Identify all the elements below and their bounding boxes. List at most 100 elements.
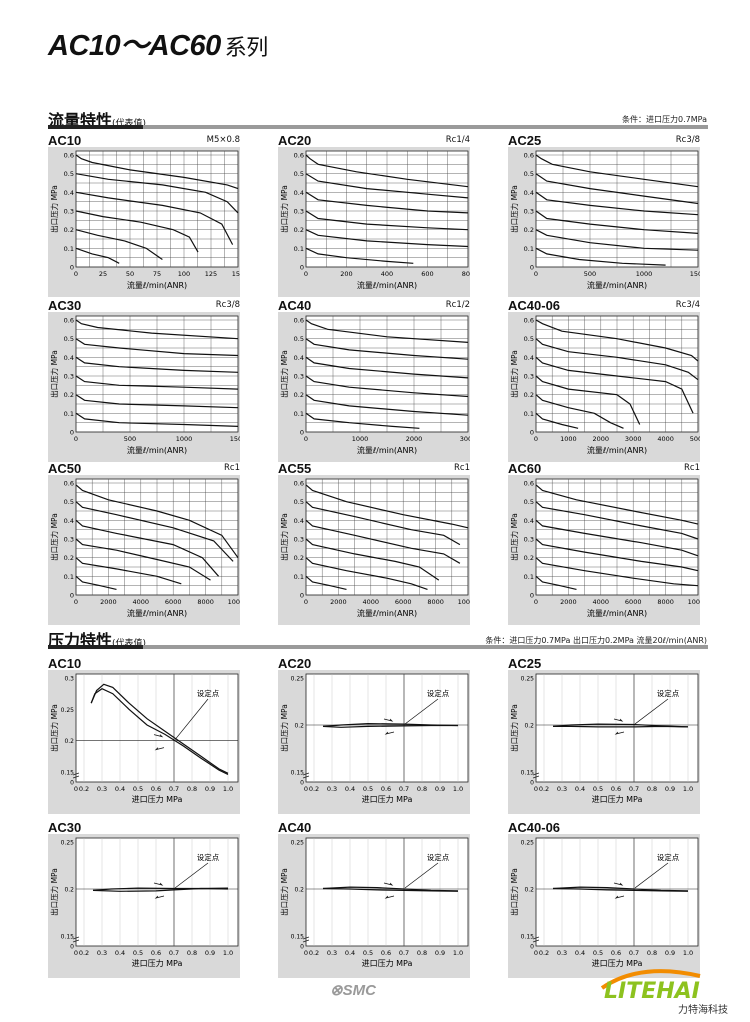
set-point-label: 设定点 (197, 688, 220, 698)
direction-arrows (153, 882, 165, 899)
x-tick-label: 4000 (363, 598, 380, 606)
y-axis-label: 出口压力 MPa (279, 513, 289, 561)
series-line (535, 538, 699, 572)
x-axis-label: 流量ℓ/min(ANR) (587, 608, 647, 618)
set-point-leader (404, 862, 439, 889)
direction-arrows (383, 882, 395, 899)
x-tick-label: 800 (462, 270, 470, 278)
series-line (535, 338, 699, 381)
x-tick-label: 1.0 (223, 785, 233, 793)
x-tick-label: 0 (534, 270, 538, 278)
pressure-chart-ac20: AC20 出口压力 MPa 0 0.15 0.2 0.25 0 0.2 0.3 0.4 0.5 0.6… (278, 656, 470, 814)
series-line (535, 356, 694, 414)
series-line (75, 319, 239, 340)
x-tick-label: 10000 (688, 598, 700, 606)
x-tick-label: 0.2 (539, 949, 549, 957)
axis-break-mark (532, 772, 540, 779)
litehai-logo-graphic: LITEHAI 力特海科技 (600, 969, 728, 1016)
x-tick-label: 1000 (352, 435, 369, 443)
x-tick-label: 2000 (406, 435, 423, 443)
y-tick-label: 0.2 (64, 226, 74, 234)
x-tick-label: 1.0 (683, 949, 693, 957)
x-tick-label: 0 (74, 598, 78, 606)
series-line (535, 412, 579, 429)
x-tick-label: 0.8 (187, 785, 197, 793)
x-tick-label: 0 (74, 785, 78, 793)
chart-model-name: AC50 (48, 461, 82, 476)
y-tick-label: 0.2 (524, 226, 534, 234)
y-tick-label: 0.1 (64, 410, 74, 418)
y-tick-label: 0 (300, 944, 304, 951)
y-tick-label: 0.4 (294, 189, 304, 197)
series-line (535, 173, 699, 205)
page-title: AC10～AC60 系列 (48, 30, 269, 62)
x-tick-label: 75 (153, 270, 161, 278)
x-tick-label: 1500 (230, 435, 240, 443)
y-tick-label: 0.3 (524, 536, 534, 544)
direction-arrows (613, 718, 625, 735)
x-tick-label: 0.5 (593, 785, 603, 793)
chart-port-size: M5×0.8 (206, 135, 240, 145)
chart-plot-area: 出口压力 MPa 0 0.1 0.2 0.3 0.4 0.5 0.6 0 200 400 600 800… (278, 147, 470, 297)
x-tick-label: 600 (421, 270, 433, 278)
series-line (305, 210, 469, 231)
plot-frame (75, 837, 239, 947)
x-tick-label: 0.4 (345, 785, 355, 793)
x-tick-label: 0.4 (575, 949, 585, 957)
page-title-suffix: 系列 (224, 36, 269, 61)
chart-model-name: AC25 (508, 656, 542, 671)
chart-port-size: Rc1 (224, 463, 240, 473)
x-tick-label: 0 (74, 435, 78, 443)
y-tick-label: 0.2 (524, 554, 534, 562)
series-line (305, 538, 440, 581)
x-axis-label: 进口压力 MPa (132, 958, 183, 968)
y-tick-label: 0.2 (524, 723, 534, 730)
x-tick-label: 0 (304, 435, 308, 443)
y-axis-label: 出口压力 MPa (49, 350, 59, 398)
y-tick-label: 0.15 (61, 770, 75, 777)
y-tick-label: 0 (530, 264, 534, 272)
y-tick-label: 0.1 (524, 410, 534, 418)
set-point-label: 设定点 (657, 688, 680, 698)
y-tick-label: 0.6 (294, 317, 304, 325)
x-tick-label: 0.7 (399, 785, 409, 793)
x-tick-label: 0 (304, 270, 308, 278)
pressure-chart-ac40: AC40 出口压力 MPa 0 0.15 0.2 0.25 0 0.2 0.3 0.4 0.5 0.6… (278, 820, 470, 978)
y-tick-label: 0 (300, 264, 304, 272)
y-tick-label: 0.3 (64, 373, 74, 381)
chart-model-name: AC30 (48, 298, 82, 313)
series-line (75, 338, 239, 357)
y-tick-label: 0.2 (294, 723, 304, 730)
y-axis-label: 出口压力 MPa (279, 185, 289, 233)
y-tick-label: 0 (530, 429, 534, 437)
y-axis-label: 出口压力 MPa (279, 350, 289, 398)
series-line (535, 319, 699, 362)
y-tick-label: 0 (300, 429, 304, 437)
y-tick-label: 0.2 (64, 554, 74, 562)
x-tick-label: 0.3 (557, 785, 567, 793)
x-axis-label: 进口压力 MPa (592, 958, 643, 968)
chart-model-name: AC40 (278, 298, 312, 313)
series-line (75, 247, 120, 264)
series-line (75, 519, 220, 577)
flow-chart-ac30: AC30 Rc3/8 出口压力 MPa 0 0.1 0.2 0.3 0.4 0.5 0.6 0 500… (48, 298, 240, 462)
x-tick-label: 0.6 (151, 785, 161, 793)
y-tick-label: 0.1 (524, 573, 534, 581)
x-tick-label: 1.0 (223, 949, 233, 957)
y-tick-label: 0.2 (524, 887, 534, 894)
x-tick-label: 0.8 (187, 949, 197, 957)
series-line (75, 229, 163, 260)
x-tick-label: 0.8 (647, 949, 657, 957)
series-line (322, 887, 459, 892)
set-point-label: 设定点 (657, 852, 680, 862)
axis-break-mark (72, 936, 80, 943)
set-point-leader (404, 698, 439, 725)
x-tick-label: 0.5 (363, 785, 373, 793)
x-tick-label: 1.0 (453, 785, 463, 793)
pressure-condition: 条件：进口压力0.7MPa 出口压力0.2MPa 流量20ℓ/min(ANR) (485, 636, 707, 645)
x-tick-label: 0.6 (381, 785, 391, 793)
y-tick-label: 0.6 (294, 152, 304, 160)
